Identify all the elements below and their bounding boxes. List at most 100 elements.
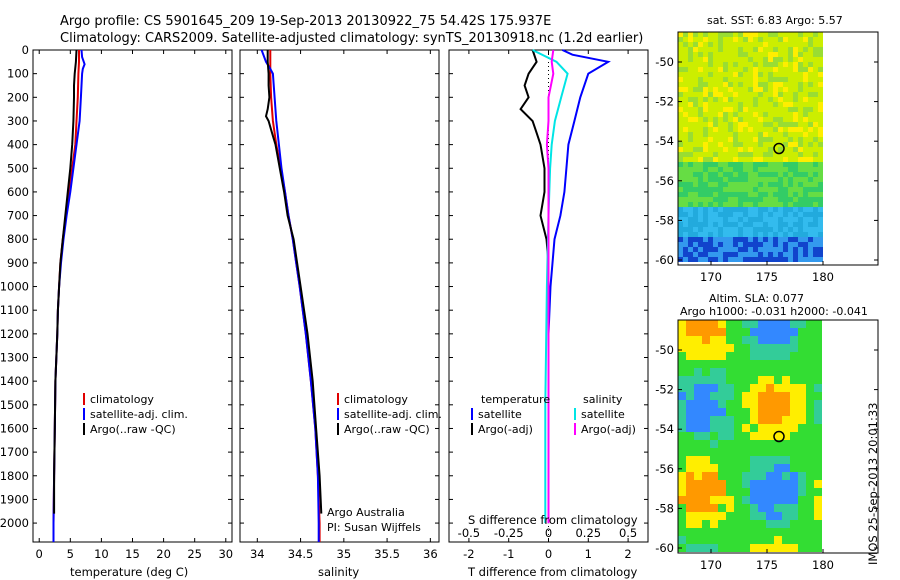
map-cell [702, 400, 710, 408]
map-cell [708, 172, 713, 177]
map-cell [742, 448, 750, 456]
map-cell [686, 384, 694, 392]
map-cell [783, 182, 788, 187]
map-cell [703, 222, 708, 227]
map-cell [708, 212, 713, 217]
map-cell [708, 32, 713, 37]
map-cell [803, 97, 808, 102]
map-cell [708, 257, 713, 262]
map-cell [738, 72, 743, 77]
map-cell [783, 127, 788, 132]
map-cell [698, 257, 703, 262]
map-cell [678, 432, 686, 440]
map-cell [708, 237, 713, 242]
map-cell [723, 177, 728, 182]
map-cell [708, 147, 713, 152]
map-cell [766, 416, 774, 424]
map-cell [793, 117, 798, 122]
map-cell [678, 368, 686, 376]
map-cell [694, 416, 702, 424]
map-cell [743, 177, 748, 182]
map-cell [723, 207, 728, 212]
map-cell [726, 504, 734, 512]
map-cell [782, 520, 790, 528]
map-cell [742, 504, 750, 512]
map-cell [718, 544, 726, 552]
map-cell [773, 77, 778, 82]
map-cell [698, 247, 703, 252]
map-cell [718, 132, 723, 137]
map-cell [703, 52, 708, 57]
map-cell [818, 97, 823, 102]
map-cell [713, 117, 718, 122]
map-cell [678, 177, 683, 182]
x-tick-label: -1 [503, 547, 514, 561]
map-cell [793, 232, 798, 237]
map-cell [808, 62, 813, 67]
map-cell [698, 42, 703, 47]
map-cell [726, 416, 734, 424]
map-cell [678, 252, 683, 257]
map-cell [708, 167, 713, 172]
map-cell [782, 480, 790, 488]
map-cell [788, 212, 793, 217]
map-cell [723, 87, 728, 92]
map-cell [713, 167, 718, 172]
map-cell [808, 232, 813, 237]
map-cell [798, 167, 803, 172]
map-cell [728, 222, 733, 227]
map-cell [763, 247, 768, 252]
map-cell [710, 496, 718, 504]
map-cell [808, 127, 813, 132]
map-cell [688, 77, 693, 82]
map-cell [814, 528, 822, 536]
map-cell [743, 62, 748, 67]
map-cell [773, 237, 778, 242]
map-cell [793, 177, 798, 182]
map-cell [713, 82, 718, 87]
map-cell [774, 352, 782, 360]
map-cell [763, 232, 768, 237]
x-tick-label: 35.5 [374, 547, 400, 561]
map-cell [748, 217, 753, 222]
map-cell [702, 360, 710, 368]
map-cell [798, 127, 803, 132]
map-cell [743, 227, 748, 232]
map-cell [783, 92, 788, 97]
map-cell [726, 360, 734, 368]
map-cell [790, 320, 798, 328]
map-cell [798, 212, 803, 217]
map-cell [798, 512, 806, 520]
map-cell [818, 177, 823, 182]
map-cell [808, 102, 813, 107]
map-cell [778, 77, 783, 82]
map-cell [743, 87, 748, 92]
map-cell [713, 92, 718, 97]
map-cell [790, 400, 798, 408]
map-cell [814, 456, 822, 464]
map-cell [814, 400, 822, 408]
map-cell [728, 247, 733, 252]
map-cell [783, 177, 788, 182]
map-cell [698, 82, 703, 87]
map-cell [813, 192, 818, 197]
map-cell [814, 416, 822, 424]
map-cell [726, 384, 734, 392]
map-cell [790, 496, 798, 504]
map-cell [698, 87, 703, 92]
map-cell [798, 384, 806, 392]
map-cell [783, 57, 788, 62]
map-cell [813, 37, 818, 42]
map-cell [728, 112, 733, 117]
map-cell [698, 122, 703, 127]
map-cell [778, 252, 783, 257]
map-cell [726, 456, 734, 464]
map-cell [818, 137, 823, 142]
map-cell [798, 432, 806, 440]
map-cell [753, 222, 758, 227]
map-cell [738, 122, 743, 127]
map-cell [783, 67, 788, 72]
map-cell [753, 87, 758, 92]
map-cell [733, 177, 738, 182]
map-cell [758, 172, 763, 177]
